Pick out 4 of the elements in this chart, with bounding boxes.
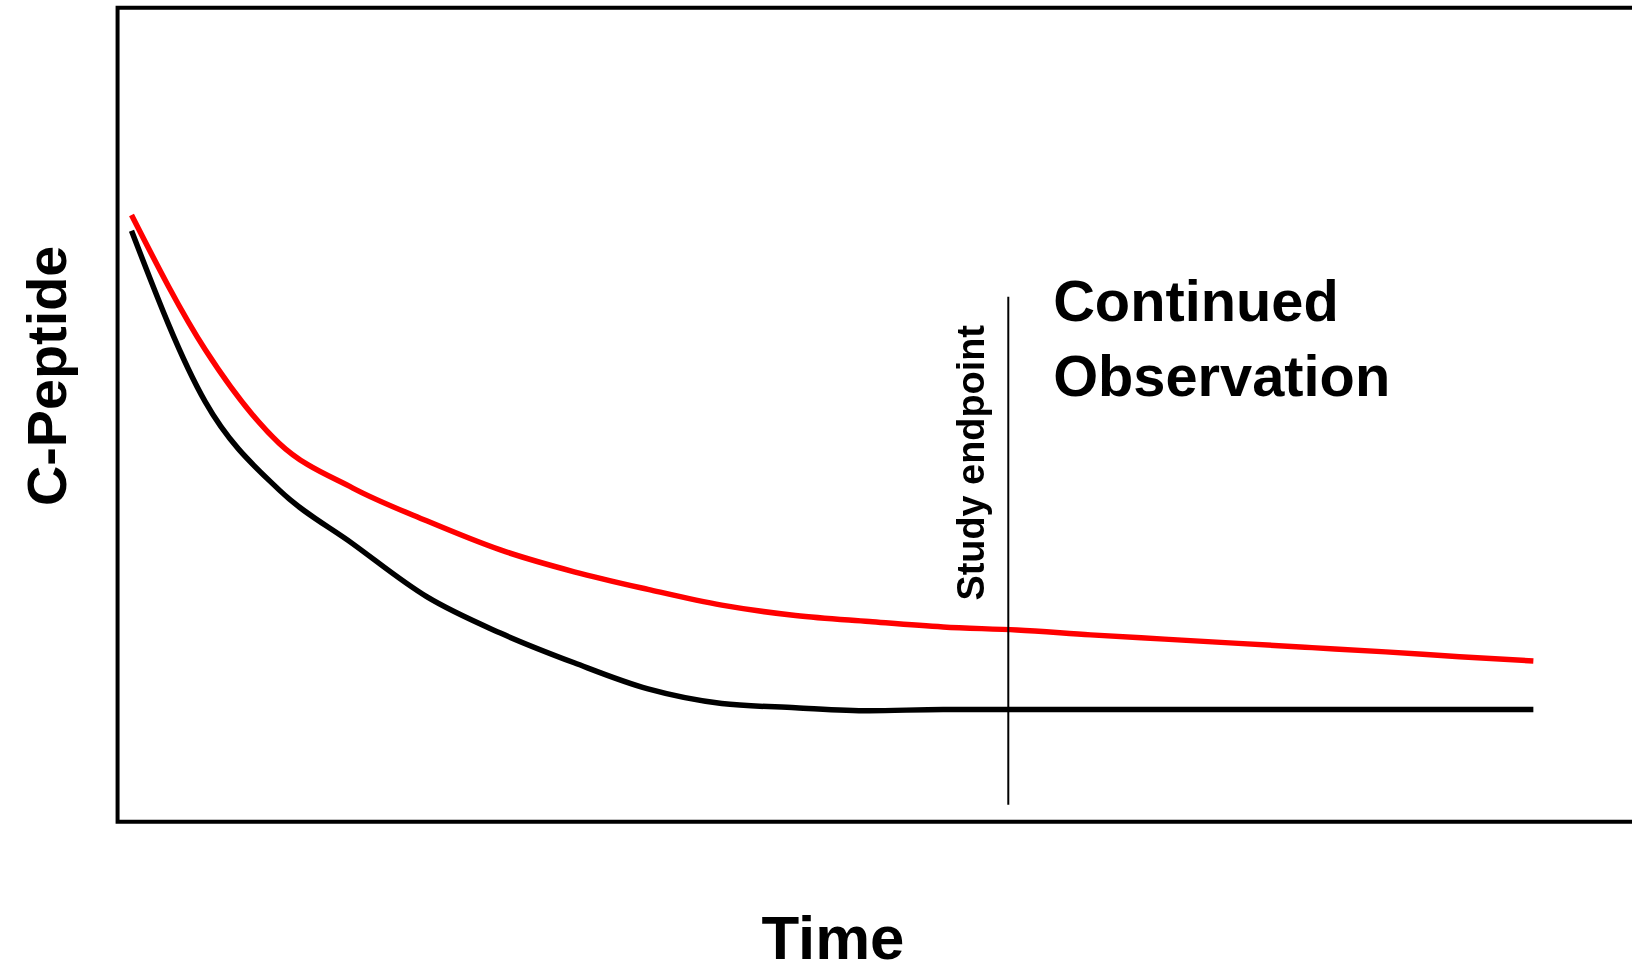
annotation: Continued Observation	[1053, 268, 1391, 409]
annotation: Study endpoint	[950, 324, 993, 601]
x-axis-title: Time	[761, 902, 905, 972]
y-axis-title: C-Peptide	[15, 245, 79, 507]
